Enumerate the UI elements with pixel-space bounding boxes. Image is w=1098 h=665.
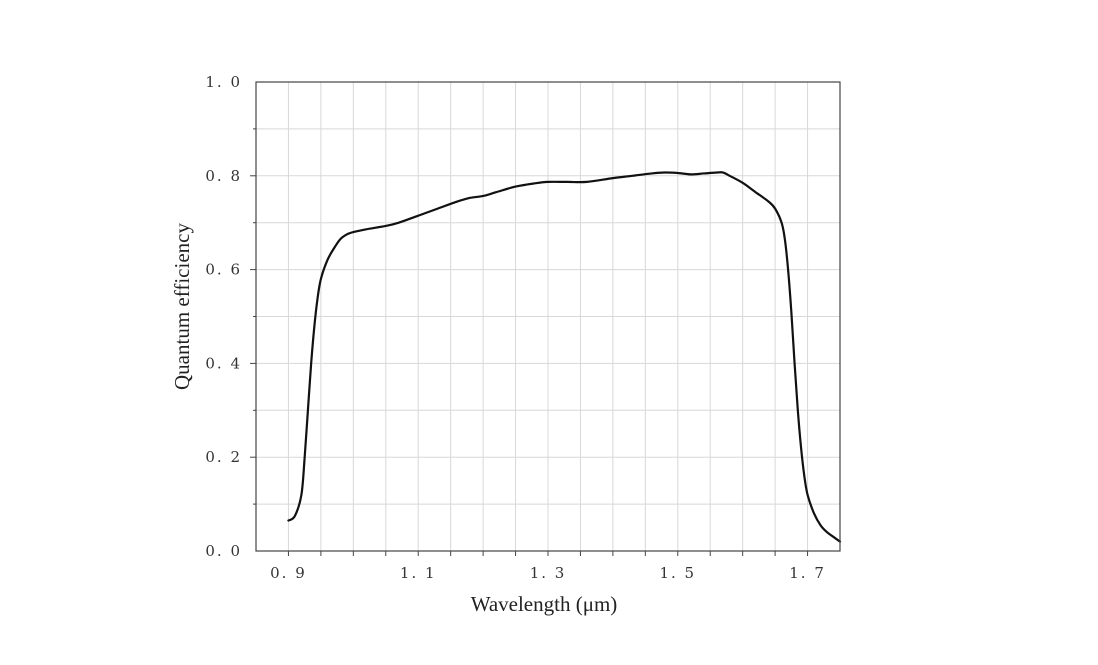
- y-axis-label: Quantum efficiency: [170, 223, 194, 390]
- x-axis-label: Wavelength (μm): [471, 592, 618, 616]
- qe-series-line: [287, 171, 842, 543]
- x-tick-label: 1. 7: [789, 564, 826, 582]
- ticks: [250, 128, 809, 556]
- x-tick-label: 1. 5: [659, 564, 696, 582]
- y-tick-label: 0. 6: [205, 261, 242, 279]
- y-tick-label: 0. 8: [205, 167, 242, 185]
- series-layer: [287, 171, 842, 543]
- y-tick-label: 0. 2: [205, 448, 242, 466]
- y-tick-label: 0. 0: [205, 542, 242, 560]
- grid: [256, 82, 840, 551]
- x-tick-label: 1. 3: [530, 564, 567, 582]
- y-tick-label: 1. 0: [205, 73, 242, 91]
- y-tick-label: 0. 4: [205, 354, 242, 372]
- tick-labels: 0. 9 1. 1 1. 3 1. 5 1. 7 0. 0 0. 2 0. 4 0. 6 0. 8…: [205, 73, 826, 582]
- x-tick-label: 0. 9: [270, 564, 307, 582]
- x-tick-label: 1. 1: [400, 564, 437, 582]
